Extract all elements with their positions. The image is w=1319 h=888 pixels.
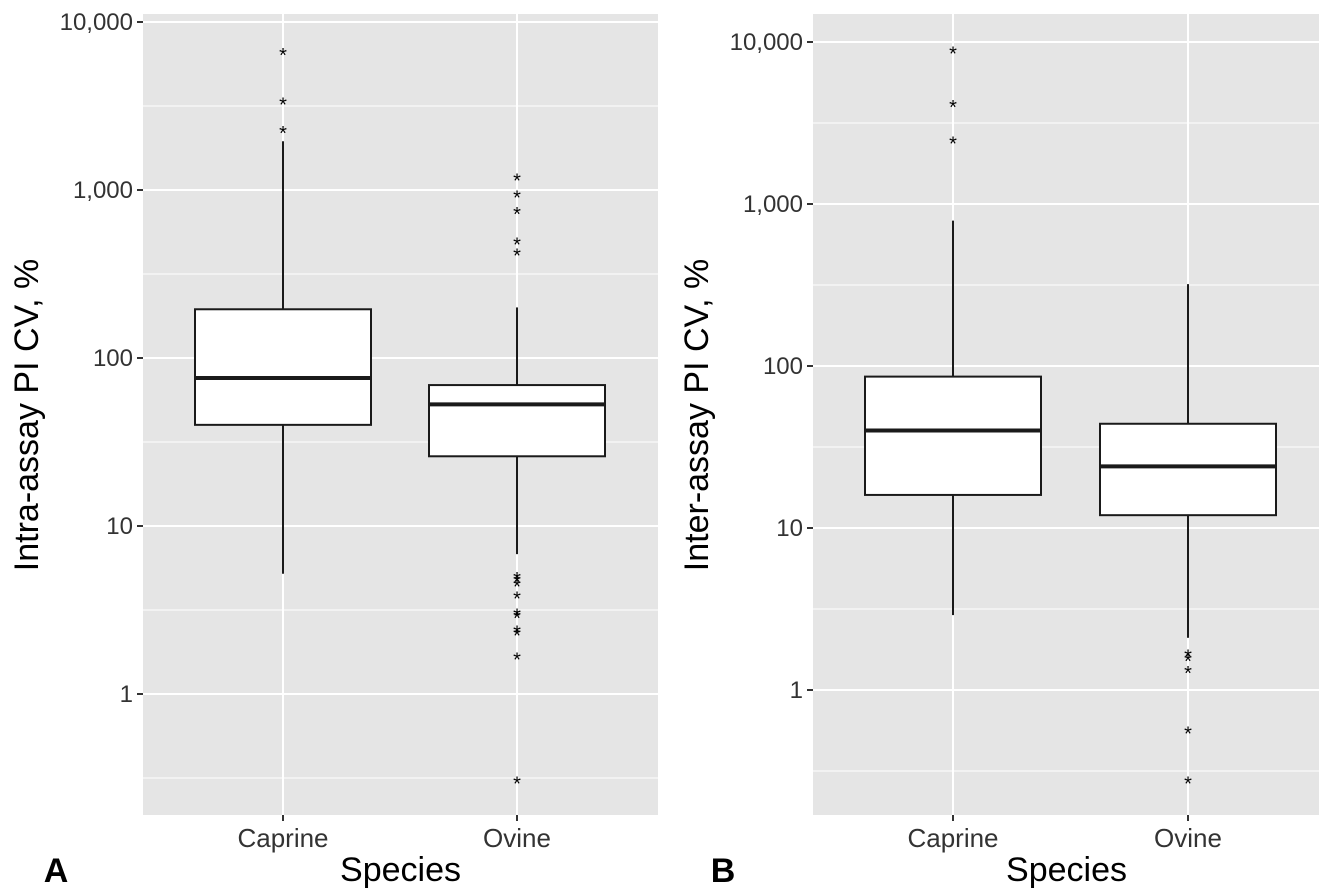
outlier-point: *: [1184, 724, 1192, 746]
outlier-point: *: [279, 45, 287, 67]
outlier-point: *: [513, 608, 521, 630]
box-caprine: * * *: [194, 45, 372, 574]
outlier-point: *: [1184, 647, 1192, 669]
y-axis-title: Inter-assay PI CV, %: [678, 259, 716, 571]
outlier-point: *: [513, 649, 521, 671]
outlier-point: *: [513, 171, 521, 193]
box-ovine: ***************: [428, 171, 606, 795]
outlier-point: *: [949, 134, 957, 156]
x-tick-label: Ovine: [483, 823, 551, 853]
outlier-point: *: [513, 569, 521, 591]
outlier-point: *: [513, 204, 521, 226]
outlier-point: *: [949, 43, 957, 65]
outlier-point: *: [513, 773, 521, 795]
y-tick-label: 1,000: [73, 177, 133, 204]
iqr-box: [864, 375, 1042, 496]
box-ovine: *****: [1099, 284, 1277, 796]
box-caprine: * * *: [864, 43, 1042, 616]
outlier-point: *: [513, 623, 521, 645]
y-tick-label: 1: [790, 677, 803, 704]
iqr-box: [1099, 422, 1277, 517]
y-tick-label: 1: [120, 681, 133, 708]
outlier-point: *: [1184, 663, 1192, 685]
outlier-point: *: [1184, 774, 1192, 796]
outlier-point: *: [513, 589, 521, 611]
outlier-point: *: [513, 235, 521, 257]
outlier-point: *: [513, 246, 521, 268]
x-tick-label: Caprine: [237, 823, 328, 853]
y-tick-label: 100: [93, 345, 133, 372]
outlier-point: *: [949, 97, 957, 119]
y-tick-label: 10,000: [730, 29, 803, 56]
iqr-box: [194, 308, 372, 426]
outlier-point: *: [513, 577, 521, 599]
y-tick-label: 1,000: [743, 191, 803, 218]
outlier-point: *: [513, 572, 521, 594]
outlier-point: *: [513, 188, 521, 210]
y-tick-label: 10: [776, 515, 803, 542]
y-tick-label: 10: [106, 513, 133, 540]
y-axis-title: Intra-assay PI CV, %: [8, 259, 46, 571]
outlier-point: *: [513, 605, 521, 627]
outlier-point: *: [1184, 651, 1192, 673]
x-axis-title: Species: [340, 851, 461, 888]
x-tick-label: Caprine: [907, 823, 998, 853]
x-axis-title: Species: [1006, 851, 1127, 888]
outlier-point: *: [279, 95, 287, 117]
panel-label: A: [44, 852, 69, 888]
iqr-box: [428, 384, 606, 458]
x-tick-label: Ovine: [1154, 823, 1222, 853]
y-tick-label: 10,000: [60, 9, 133, 36]
outlier-point: *: [279, 123, 287, 145]
outlier-point: *: [513, 626, 521, 648]
panel-label: B: [711, 852, 736, 888]
y-tick-label: 100: [763, 353, 803, 380]
